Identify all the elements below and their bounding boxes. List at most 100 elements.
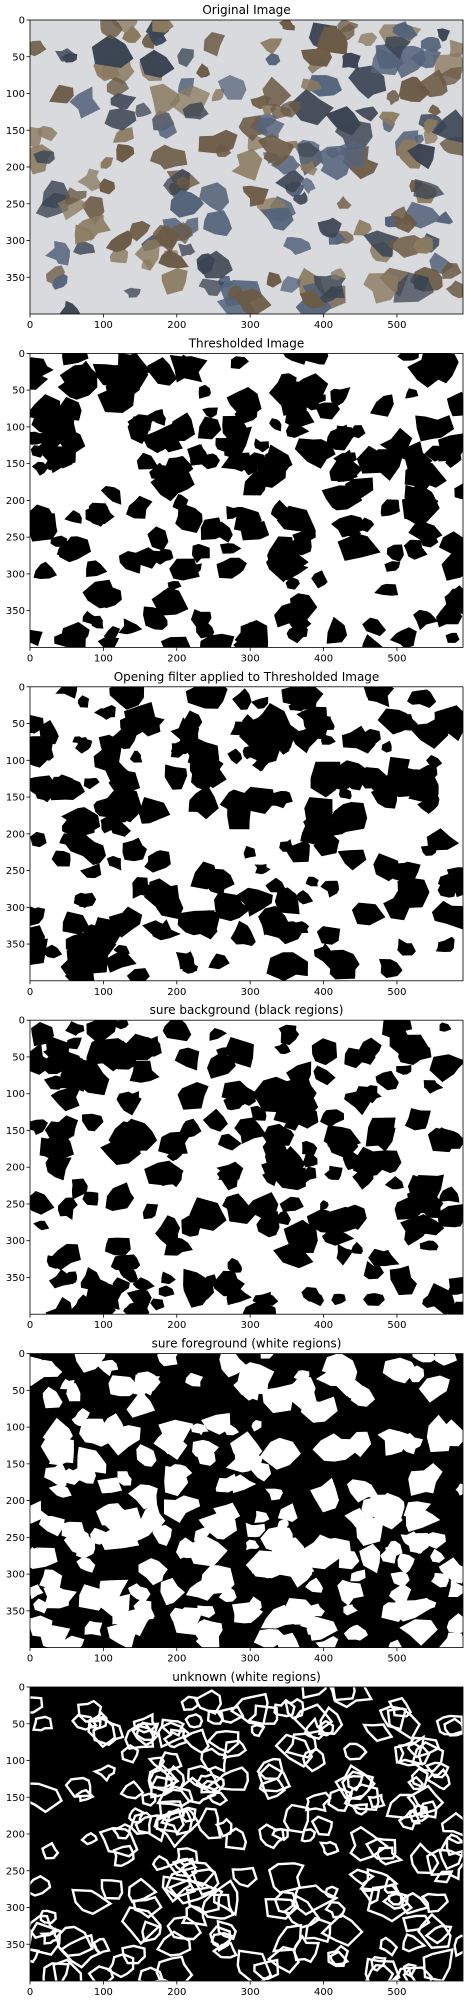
grain [252, 757, 269, 772]
grain [196, 63, 211, 78]
grain-boundary [273, 1698, 296, 1718]
grain-boundary [438, 1836, 463, 1871]
grain [84, 1620, 103, 1636]
grain [86, 1020, 118, 1043]
x-tick-label: 200 [167, 653, 186, 664]
grain-boundary [402, 1933, 427, 1953]
grain [73, 933, 108, 967]
grain [194, 760, 215, 787]
grain [190, 609, 212, 629]
grain [39, 1569, 63, 1588]
grain [431, 1572, 449, 1588]
grain-boundary [424, 1924, 453, 1945]
grain [420, 534, 439, 548]
y-tick-label: 200 [6, 829, 25, 840]
grain [230, 920, 256, 946]
grain [413, 178, 445, 200]
grain [352, 1170, 374, 1190]
grain-boundary [343, 1783, 380, 1811]
grain [370, 1126, 396, 1152]
grain [283, 1116, 300, 1131]
grain-boundary [155, 1807, 185, 1834]
grain-boundary [257, 1763, 292, 1793]
grain-boundary [155, 1930, 192, 1957]
grain [118, 353, 151, 378]
grain [269, 418, 282, 432]
grain [94, 705, 116, 720]
grain [320, 880, 340, 898]
grain [339, 140, 366, 168]
grain [178, 243, 196, 257]
x-tick-label: 500 [387, 987, 406, 998]
grain [250, 1105, 267, 1121]
x-tick-label: 400 [314, 1654, 333, 1665]
grain [157, 123, 177, 139]
grain [441, 262, 462, 279]
grain [105, 951, 137, 973]
grain-boundary [153, 1808, 193, 1849]
grain-boundary [360, 1887, 381, 1905]
grain [295, 1105, 319, 1129]
grain [182, 962, 199, 974]
grain [226, 505, 242, 520]
grain [351, 902, 386, 926]
grain [177, 48, 194, 68]
grain [61, 1521, 85, 1541]
grain [40, 944, 63, 959]
grain-boundary [386, 1707, 421, 1741]
grain-boundary [409, 1842, 440, 1875]
grain [311, 570, 328, 589]
grain [227, 748, 243, 765]
grain [106, 855, 122, 871]
grain [415, 69, 448, 98]
grain [448, 1580, 463, 1597]
grain [234, 288, 272, 314]
grain [128, 1583, 151, 1602]
grain-boundary [155, 1955, 194, 1981]
grain [145, 805, 159, 819]
grain-boundary [71, 1888, 113, 1916]
grain [82, 1191, 99, 1206]
x-tick-label: 0 [27, 320, 33, 331]
grain [104, 108, 137, 131]
grain [446, 588, 463, 606]
grain [197, 416, 222, 440]
grain [149, 83, 180, 116]
grain-boundary [41, 1841, 60, 1860]
grain [365, 774, 398, 801]
grain [110, 93, 137, 110]
grain [400, 1214, 433, 1238]
grain-boundary [231, 1866, 258, 1888]
grain [262, 1171, 280, 1187]
y-tick-label: 0 [19, 1349, 25, 1360]
grain [421, 1204, 441, 1219]
grain [317, 217, 342, 238]
grain [49, 84, 74, 104]
grain [310, 1477, 339, 1513]
grain [138, 1558, 168, 1586]
grain [158, 1285, 175, 1297]
grain-boundary [160, 1718, 186, 1737]
grain [163, 455, 194, 479]
grain [245, 1522, 266, 1538]
grain [407, 143, 435, 170]
grain-boundary [304, 1791, 332, 1813]
grain-boundary [271, 1923, 303, 1953]
grain [116, 1091, 142, 1116]
grain [157, 1353, 178, 1367]
grain-boundary [120, 1743, 140, 1764]
grain [233, 638, 248, 648]
grain-boundary [157, 1721, 192, 1749]
grain [30, 736, 54, 764]
grain [129, 750, 143, 763]
grain [30, 775, 60, 803]
x-tick-label: 100 [94, 1987, 113, 1998]
grain-boundary [98, 1826, 139, 1858]
grain-boundary [385, 1793, 429, 1819]
x-tick-label: 100 [94, 1654, 113, 1665]
grain-boundary [301, 1687, 327, 1700]
grain [167, 581, 182, 591]
grain [48, 1269, 73, 1289]
grain [431, 900, 463, 930]
grain [404, 1108, 431, 1131]
